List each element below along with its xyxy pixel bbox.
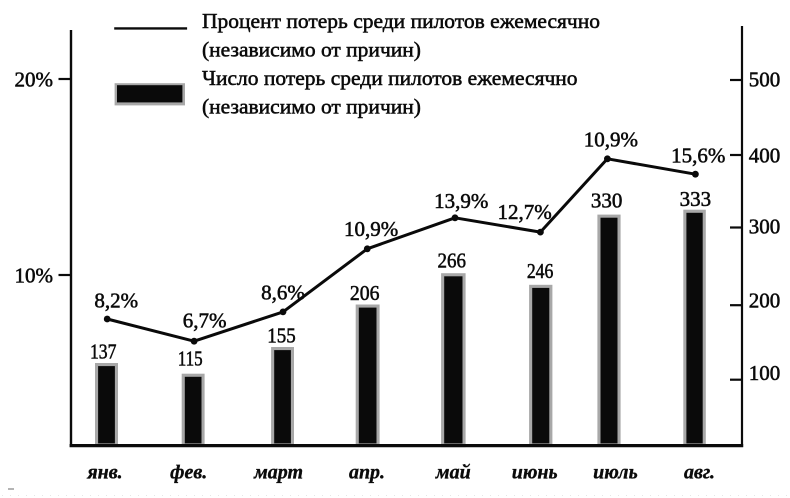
svg-text:июнь: июнь	[512, 462, 558, 484]
svg-text:июль: июль	[593, 462, 638, 484]
svg-text:137: 137	[90, 339, 117, 363]
svg-text:15,6%: 15,6%	[671, 143, 725, 167]
svg-text:8,2%: 8,2%	[94, 288, 138, 312]
svg-text:333: 333	[680, 187, 712, 211]
svg-text:20%: 20%	[15, 67, 54, 91]
svg-text:100: 100	[749, 361, 781, 385]
svg-text:115: 115	[178, 347, 203, 371]
svg-text:206: 206	[350, 281, 380, 305]
svg-text:янв.: янв.	[86, 462, 122, 484]
svg-text:300: 300	[749, 215, 781, 239]
svg-text:400: 400	[749, 144, 781, 168]
svg-text:12,7%: 12,7%	[497, 200, 551, 224]
svg-text:май: май	[435, 462, 471, 484]
svg-text:13,9%: 13,9%	[434, 189, 488, 213]
svg-text:330: 330	[591, 188, 623, 212]
svg-text:10,9%: 10,9%	[584, 127, 638, 151]
svg-text:апр.: апр.	[349, 462, 385, 484]
svg-text:155: 155	[267, 324, 296, 348]
svg-text:200: 200	[749, 288, 781, 312]
svg-text:10%: 10%	[15, 264, 54, 288]
svg-text:10,9%: 10,9%	[344, 217, 398, 241]
svg-text:266: 266	[438, 249, 467, 273]
svg-text:Процент потерь среди пилотов е: Процент потерь среди пилотов ежемесячно	[202, 9, 600, 33]
svg-text:(независимо от причин): (независимо от причин)	[202, 38, 421, 62]
svg-text:500: 500	[749, 68, 781, 92]
svg-text:6,7%: 6,7%	[183, 308, 227, 332]
svg-text:март: март	[253, 462, 303, 484]
svg-text:246: 246	[527, 259, 554, 283]
svg-text:авг.: авг.	[684, 462, 715, 484]
svg-text:Число потерь среди пилотов еже: Число потерь среди пилотов ежемесячно	[202, 66, 578, 90]
svg-text:8,6%: 8,6%	[261, 281, 305, 305]
svg-text:(независимо от причин): (независимо от причин)	[202, 94, 421, 118]
svg-text:фев.: фев.	[170, 462, 207, 484]
